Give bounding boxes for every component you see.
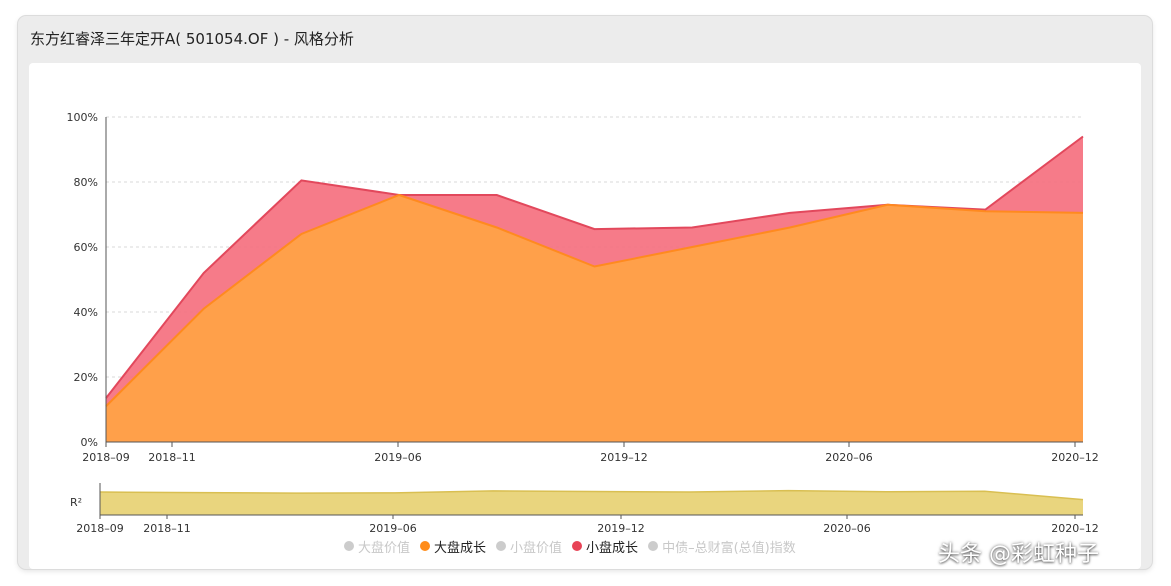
area-large-growth [106, 195, 1083, 442]
x-tick-label: 2019–12 [600, 451, 648, 464]
y-tick-label: 60% [74, 241, 98, 254]
r2-x-tick-label: 2019–12 [597, 522, 645, 535]
legend-item-bond-index[interactable]: 中债–总财富(总值)指数 [648, 537, 796, 556]
y-tick-label: 80% [74, 176, 98, 189]
r2-line [99, 489, 1084, 501]
y-tick-label: 20% [74, 371, 98, 384]
legend-label-bond-index: 中债–总财富(总值)指数 [662, 540, 796, 556]
r2-x-tick-label: 2020–06 [823, 522, 871, 535]
legend-dot-large-value [344, 541, 354, 551]
watermark: 头条 @彩虹种子 [938, 542, 1099, 567]
x-tick-label: 2018–09 [82, 451, 130, 464]
x-tick-label: 2020–12 [1051, 451, 1099, 464]
r2-x-tick-label: 2018–09 [76, 522, 124, 535]
r2-area [100, 490, 1083, 515]
r2-label: R² [70, 496, 82, 509]
y-tick-label: 100% [67, 111, 98, 124]
area-small-growth [106, 136, 1083, 407]
legend-label-small-growth: 小盘成长 [586, 540, 639, 556]
x-tick-label: 2019–06 [374, 451, 422, 464]
legend-item-small-growth[interactable]: 小盘成长 [572, 537, 638, 556]
r2-x-tick-label: 2020–12 [1051, 522, 1099, 535]
legend-label-large-growth: 大盘成长 [434, 540, 487, 556]
legend-dot-bond-index [648, 541, 659, 551]
line-large-growth [105, 193, 1084, 407]
x-tick-label: 2018–11 [148, 451, 196, 464]
x-tick-label: 2020–06 [825, 451, 873, 464]
r2-x-tick-label: 2018–11 [143, 522, 191, 535]
legend-item-large-growth[interactable]: 大盘成长 [420, 537, 486, 556]
chart-legend: 大盘价值 大盘成长 小盘价值 小盘成长 中债–总财富(总值)指数 [344, 537, 796, 556]
legend-dot-small-growth [572, 541, 583, 551]
legend-item-small-value[interactable]: 小盘价值 [496, 537, 562, 556]
legend-dot-large-growth [420, 541, 431, 551]
legend-item-large-value[interactable]: 大盘价值 [344, 537, 410, 556]
y-tick-label: 0% [81, 436, 98, 449]
legend-dot-small-value [496, 541, 507, 551]
r2-x-tick-label: 2019–06 [369, 522, 417, 535]
legend-label-large-value: 大盘价值 [358, 540, 411, 556]
y-tick-label: 40% [74, 306, 98, 319]
window-title: 东方红睿泽三年定开A( 501054.OF ) - 风格分析 [30, 30, 354, 48]
legend-label-small-value: 小盘价值 [510, 540, 563, 556]
